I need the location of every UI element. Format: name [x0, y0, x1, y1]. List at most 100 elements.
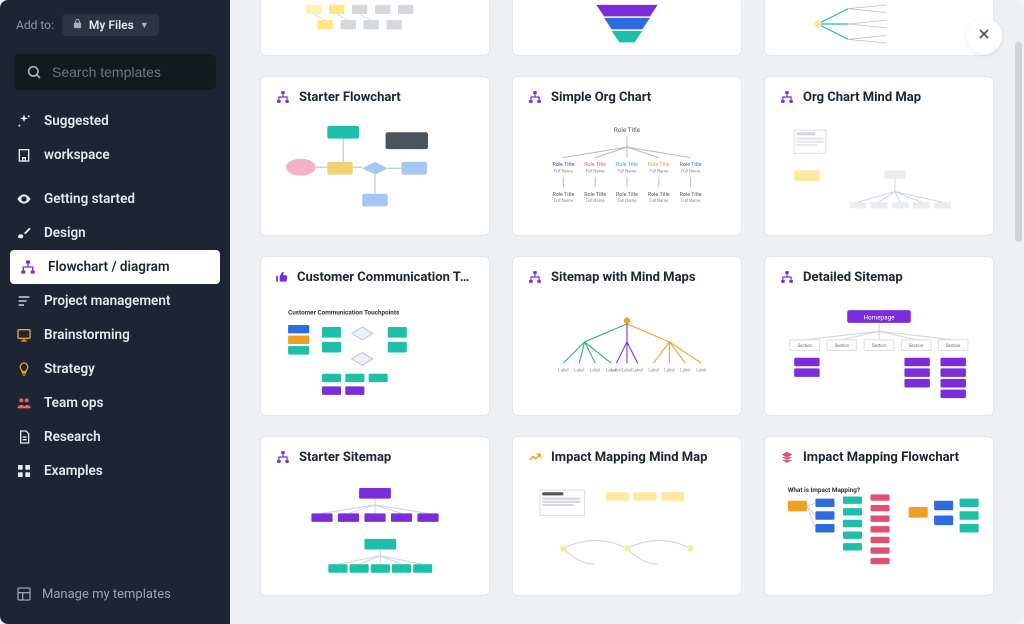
card-title: Impact Mapping Mind Map	[551, 450, 707, 465]
svg-text:Homepage: Homepage	[863, 314, 895, 322]
svg-text:Section: Section	[835, 344, 850, 349]
grid-icon	[16, 463, 32, 479]
card-title: Sitemap with Mind Maps	[551, 270, 696, 285]
card-header: Org Chart Mind Map	[765, 77, 993, 114]
template-scroll-area[interactable]: Starter Flowchart Simple Org Chart Role …	[230, 0, 1024, 624]
card-title: Starter Flowchart	[299, 90, 401, 105]
category-label: workspace	[44, 147, 110, 163]
svg-text:Full Name: Full Name	[554, 170, 574, 175]
doc-icon	[16, 429, 32, 445]
svg-text:Label: Label	[696, 369, 706, 374]
template-card[interactable]: Sitemap with Mind Maps LabelLabelLabelLa…	[512, 256, 742, 416]
category-label: Research	[44, 429, 101, 445]
template-card-peek[interactable]	[512, 0, 742, 56]
svg-text:Section: Section	[872, 344, 887, 349]
category-item[interactable]: Brainstorming	[0, 318, 230, 352]
category-item[interactable]: Team ops	[0, 386, 230, 420]
card-icon	[275, 269, 289, 285]
svg-text:Role Title: Role Title	[648, 192, 670, 198]
sidebar: Add to: My Files ▼ Suggested workspace Get…	[0, 0, 230, 624]
category-label: Project management	[44, 293, 170, 309]
template-card[interactable]: Simple Org Chart Role Title Role TitleFu…	[512, 76, 742, 236]
manage-label: Manage my templates	[42, 587, 171, 602]
category-item[interactable]: Getting started	[0, 182, 230, 216]
template-card[interactable]: Org Chart Mind Map	[764, 76, 994, 236]
org-icon	[20, 259, 36, 275]
template-card[interactable]: Impact Mapping Mind Map	[512, 436, 742, 596]
svg-text:What is Impact Mapping?: What is Impact Mapping?	[788, 486, 860, 494]
building-icon	[16, 147, 32, 163]
card-header: Detailed Sitemap	[765, 257, 993, 294]
card-header: Impact Mapping Flowchart	[765, 437, 993, 474]
svg-text:Full Name: Full Name	[586, 199, 606, 204]
card-header: Starter Flowchart	[261, 77, 489, 114]
template-card-peek[interactable]	[764, 0, 994, 56]
template-card[interactable]: Starter Sitemap	[260, 436, 490, 596]
category-label: Design	[44, 225, 86, 241]
template-card[interactable]: Starter Flowchart	[260, 76, 490, 236]
search-icon	[26, 64, 42, 80]
svg-text:Role Title: Role Title	[680, 192, 702, 198]
svg-text:Full Name: Full Name	[618, 170, 638, 175]
board-icon	[16, 327, 32, 343]
lock-icon	[72, 18, 83, 32]
main-panel: Starter Flowchart Simple Org Chart Role …	[230, 0, 1024, 624]
addto-row: Add to: My Files ▼	[0, 0, 230, 44]
svg-text:Full Name: Full Name	[618, 199, 638, 204]
svg-text:Label: Label	[680, 369, 690, 374]
svg-text:Full Name: Full Name	[554, 199, 574, 204]
search-input[interactable]	[52, 64, 204, 80]
close-button[interactable]	[966, 18, 1002, 54]
chevron-down-icon: ▼	[140, 20, 149, 31]
svg-text:Full Name: Full Name	[681, 199, 701, 204]
svg-text:Label: Label	[632, 369, 642, 374]
card-icon	[779, 269, 795, 285]
svg-text:Label: Label	[622, 369, 632, 374]
category-item[interactable]: Flowchart / diagram	[10, 250, 220, 284]
card-thumb: Homepage Section Section Section Section Sec…	[765, 294, 993, 415]
template-card[interactable]: Impact Mapping Flowchart What is Impact …	[764, 436, 994, 596]
category-label: Flowchart / diagram	[48, 259, 170, 275]
card-thumb	[765, 114, 993, 235]
scrollbar-thumb[interactable]	[1015, 42, 1022, 242]
manage-templates-link[interactable]: Manage my templates	[0, 574, 230, 614]
brush-icon	[16, 225, 32, 241]
folder-selector[interactable]: My Files ▼	[62, 14, 159, 36]
svg-text:Section: Section	[946, 344, 961, 349]
card-title: Starter Sitemap	[299, 450, 391, 465]
svg-text:Label: Label	[664, 369, 674, 374]
people-icon	[16, 395, 32, 411]
category-label: Team ops	[44, 395, 103, 411]
search-box[interactable]	[14, 54, 216, 90]
card-header: Simple Org Chart	[513, 77, 741, 114]
category-label: Suggested	[44, 113, 109, 129]
template-card[interactable]: Detailed Sitemap Homepage Section Section…	[764, 256, 994, 416]
card-thumb	[261, 114, 489, 235]
category-item[interactable]: Suggested	[0, 104, 230, 138]
category-item[interactable]: workspace	[0, 138, 230, 172]
svg-text:Section: Section	[798, 344, 813, 349]
card-thumb: Customer Communication Touchpoints	[261, 294, 489, 415]
category-item[interactable]: Strategy	[0, 352, 230, 386]
svg-text:Label: Label	[648, 369, 658, 374]
category-item[interactable]: Research	[0, 420, 230, 454]
category-item[interactable]: Design	[0, 216, 230, 250]
svg-text:Customer Communication Touchpo: Customer Communication Touchpoints	[288, 308, 400, 316]
category-item[interactable]: Project management	[0, 284, 230, 318]
card-thumb: LabelLabelLabelLabelLabelLabelLabelLabel…	[513, 294, 741, 415]
card-thumb: What is Impact Mapping?	[765, 474, 993, 595]
card-icon	[527, 89, 543, 105]
category-label: Strategy	[44, 361, 95, 377]
svg-text:Role Title: Role Title	[584, 162, 606, 168]
template-card-peek[interactable]	[260, 0, 490, 56]
card-header: Sitemap with Mind Maps	[513, 257, 741, 294]
card-title: Detailed Sitemap	[803, 270, 903, 285]
svg-text:Section: Section	[909, 344, 924, 349]
card-icon	[779, 449, 795, 465]
card-icon	[527, 449, 543, 465]
card-icon	[527, 269, 543, 285]
category-item[interactable]: Examples	[0, 454, 230, 488]
addto-label: Add to:	[16, 18, 54, 32]
svg-text:Label: Label	[590, 369, 600, 374]
template-card[interactable]: Customer Communication Touchpoints Custo…	[260, 256, 490, 416]
